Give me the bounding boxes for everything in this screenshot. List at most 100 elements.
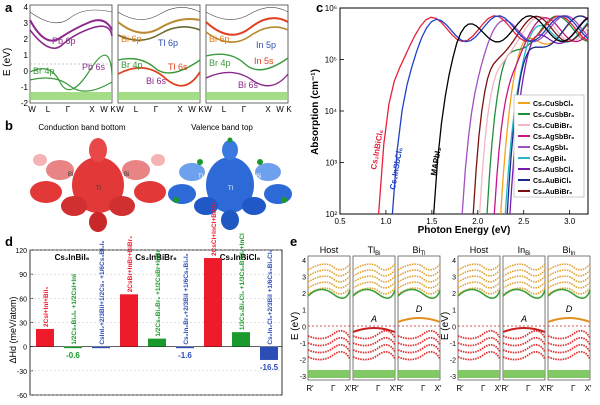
defect-label: A [370, 314, 377, 324]
ytick: -1 [21, 83, 29, 92]
band-label: Bi 6p [209, 34, 230, 44]
band-structure-cs2agbibr6: Pb 6p Pb 6s Br 4p [29, 4, 113, 104]
band-structure-cs2inbibr6: Bi 6p In 5p Br 4p In 5s Bi 6s [205, 4, 289, 104]
kpoint: W [188, 105, 196, 114]
band-label: Pb 6p [52, 36, 76, 46]
kpoint: L [134, 105, 139, 114]
kpoint: W [100, 105, 108, 114]
ytick-label: 10³ [325, 159, 337, 168]
valence-band [352, 329, 396, 340]
band-structure-cs2tlbibr6: Bi 6p Tl 6p Br 4p Tl 6s Bi 6s [117, 4, 201, 104]
valence-band [397, 329, 441, 340]
valence-band [307, 343, 351, 354]
valence-band [397, 336, 441, 347]
ytick-label: 1 [452, 308, 456, 315]
valence-band [457, 350, 501, 361]
bar-label: 1/2Cs₃Bi₂Br₉ +1/2CsBr+InBr [155, 249, 162, 336]
bar-label: Cs₂In₂Br₃+2/3BiI +1/6Cs₃Bi₂I₉ [183, 253, 190, 344]
group-title: Cs₂InBiBr₆ [135, 253, 177, 262]
kpoint: K [198, 105, 204, 114]
low-band [353, 370, 395, 378]
low-band [503, 370, 545, 378]
valence-band [307, 336, 351, 347]
subpanel-frame [457, 255, 501, 381]
kpoint-label: X′ [585, 384, 592, 393]
valence-band [547, 336, 591, 347]
defect-level [547, 317, 591, 323]
kpoint-label: Γ [526, 384, 531, 393]
kpoint-label: Γ [376, 384, 381, 393]
band-label: Tl 6s [168, 62, 188, 72]
defect-level [397, 317, 441, 323]
band-label: In 5p [256, 40, 276, 50]
ytick-label: 2 [452, 291, 456, 298]
panel-b-label: b [5, 118, 13, 133]
valence-band [397, 350, 441, 361]
absorption-curve [433, 15, 589, 215]
bar [260, 346, 278, 360]
legend-label: Cs₂CuSbBr₆ [533, 112, 574, 119]
panel-a-ylabel: E (eV) [2, 48, 13, 76]
legend-label: Cs₂AuSbCl₆ [533, 167, 574, 174]
valence-band [547, 343, 591, 354]
atom-label: Bi [256, 174, 261, 180]
ytick-label: -2 [300, 357, 306, 364]
kpoint-label: Γ [331, 384, 336, 393]
legend-label: Cs₂AgSbBr₆ [533, 134, 574, 141]
bar-label: 1/2Cs₃Bi₂I₉ +1/2CsI+InI [71, 274, 78, 345]
subpanel-title: BiIn [562, 245, 575, 257]
defect-label: D [566, 304, 573, 314]
ytick: 2 [24, 35, 29, 44]
band-label: Br 4p [209, 58, 231, 68]
band-label: Br 4p [121, 60, 143, 70]
bar [232, 332, 250, 347]
kpoint-label: X′ [345, 384, 352, 393]
panel-e: E (eV) E (eV) 4 3 2 1 0 -1 -2 -3 Host R′ Γ X′ TlBi A R… [290, 245, 592, 393]
bar-value-label: -16.5 [260, 363, 279, 372]
panel-a-yticks: 4 3 2 1 0 -1 -2 [21, 3, 29, 108]
kpoint: K [110, 105, 116, 114]
kpoint-label: Γ [421, 384, 426, 393]
ytick-label: 10⁶ [325, 4, 337, 13]
valence-band [352, 343, 396, 354]
panel-e-ylabel-right: E (eV) [440, 312, 451, 340]
band-label: Pb 6s [82, 62, 106, 72]
subpanel-title: Host [320, 245, 339, 255]
kpoint-label: X′ [435, 384, 442, 393]
ytick-label: 0 [302, 324, 306, 331]
ytick-label: 10² [325, 210, 337, 219]
valence-band [502, 336, 546, 347]
kpoint: L [46, 105, 51, 114]
legend-label: Cs₂AgSbI₆ [533, 145, 568, 152]
ytick-label: -3 [450, 374, 456, 381]
panel-a-label: a [5, 0, 13, 15]
bar [204, 258, 222, 347]
valence-band [397, 343, 441, 354]
low-band [458, 370, 500, 378]
ytick-label: 1 [302, 308, 306, 315]
panel-e-ylabel-left: E (eV) [290, 312, 301, 340]
atom-label: Tl [198, 174, 203, 180]
bar-label: CsInI₂+2/3BiI+1/2Cs₃ +1/6Cs₃Bi₂I₉ [99, 240, 106, 344]
ytick-label: -1 [300, 341, 306, 348]
legend-label: Cs₂CuSbCl₆ [533, 101, 574, 108]
valence-band [547, 329, 591, 340]
ytick-label: -3 [300, 374, 306, 381]
valence-band-orbital-isosurface: Tl Bi Tl [168, 137, 292, 230]
kpoint: Γ [242, 105, 247, 114]
ytick-label: -60 [17, 393, 27, 400]
panel-d-bars: Cs₂InBiI₆ 2CsI+InI+BiI₃ 1/2Cs₃Bi₂I₉ +1/2Cs… [36, 202, 279, 372]
xtick-label: 1.5 [426, 217, 438, 226]
conduction-band-edge [352, 288, 396, 299]
panel-c-xticks: 0.5 1.0 1.5 2.0 2.5 3.0 [334, 210, 576, 226]
kpoint-label: R′ [306, 384, 314, 393]
valence-band [457, 336, 501, 347]
bar-label: 2CsBr+InBr+BiBr₃ [127, 236, 134, 292]
bar [148, 338, 166, 347]
kpoint-label: R′ [456, 384, 464, 393]
band-label: Bi 6p [121, 34, 142, 44]
kpoint: K [286, 105, 292, 114]
kpoint-label: X′ [540, 384, 547, 393]
xtick-label: 2.5 [518, 217, 530, 226]
defect-level [502, 327, 546, 333]
